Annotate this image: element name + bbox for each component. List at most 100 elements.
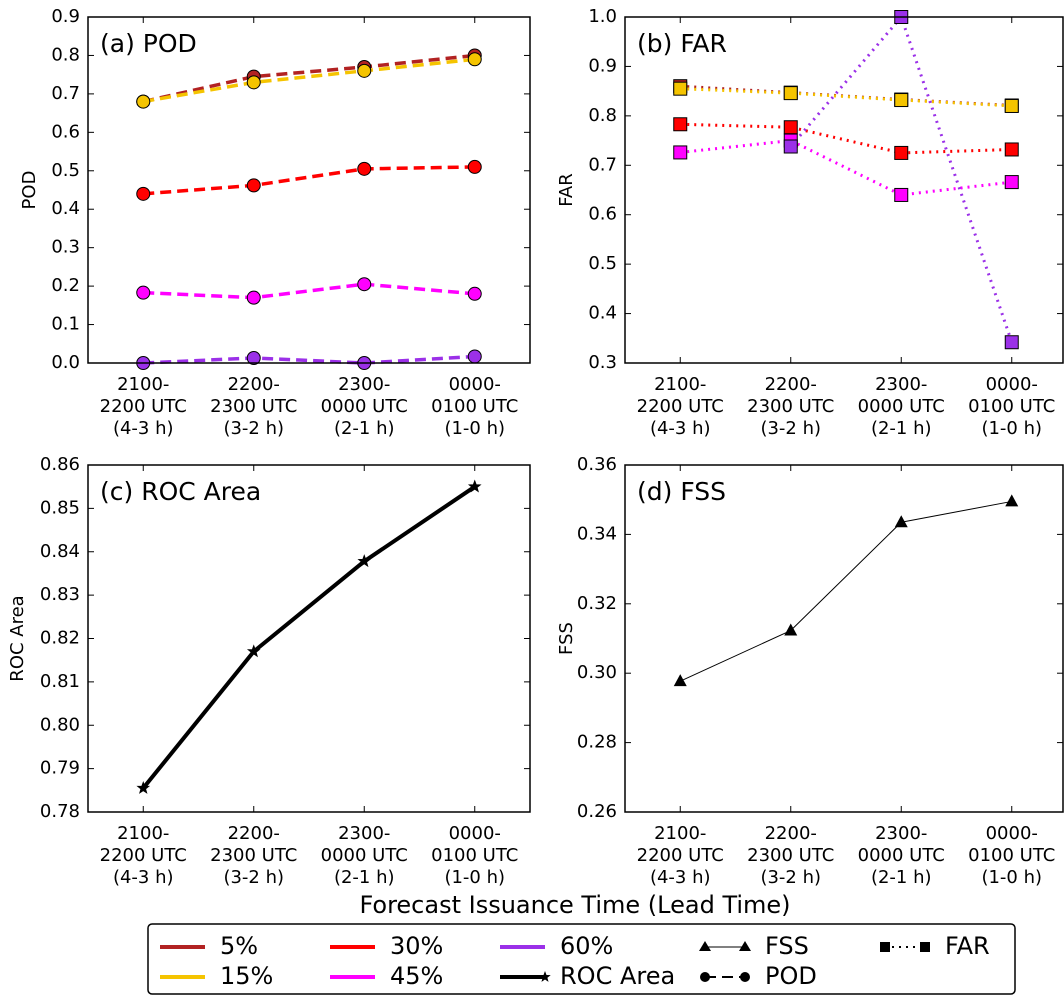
point xyxy=(467,52,482,67)
y-tick-label: 0.5 xyxy=(51,160,80,181)
x-tick-label: 2300-0000 UTC (2-1 h) xyxy=(858,823,945,888)
plot-frame xyxy=(87,16,531,364)
y-tick-label: 0.2 xyxy=(51,275,80,296)
y-tick-label: 0.8 xyxy=(588,105,617,126)
legend-swatch xyxy=(920,942,930,952)
legend-label: FSS xyxy=(765,932,809,960)
point xyxy=(894,515,908,528)
x-tick-label: 2100-2200 UTC (4-3 h) xyxy=(637,823,724,888)
series-line xyxy=(142,57,475,104)
point xyxy=(246,644,261,658)
y-tick-label: 0.8 xyxy=(51,44,80,65)
y-tick-label: 0.86 xyxy=(40,454,80,475)
y-tick-label: 0.85 xyxy=(40,497,80,518)
plot-frame xyxy=(624,16,1064,364)
y-tick-label: 0.3 xyxy=(588,352,617,373)
point xyxy=(467,349,482,364)
point xyxy=(1004,335,1019,350)
panel-title: (c) ROC Area xyxy=(100,477,261,506)
point xyxy=(246,178,261,193)
legend-swatch xyxy=(539,971,551,982)
y-tick-label: 0.9 xyxy=(588,55,617,76)
series-line xyxy=(680,87,1012,108)
point xyxy=(673,117,688,132)
x-tick-label: 2100-2200 UTC (4-3 h) xyxy=(100,374,187,439)
y-tick-label: 0.6 xyxy=(51,121,80,142)
y-tick-label: 0.81 xyxy=(40,671,80,692)
point xyxy=(136,94,151,109)
plot-frame xyxy=(87,464,531,813)
point xyxy=(246,290,261,305)
x-tick-label: 2200-2300 UTC (3-2 h) xyxy=(747,823,834,888)
point xyxy=(246,351,261,366)
point xyxy=(1004,98,1019,113)
legend-swatch xyxy=(740,972,750,982)
y-tick-label: 0.80 xyxy=(40,714,80,735)
point xyxy=(673,674,687,687)
panel-title: (d) FSS xyxy=(637,477,726,506)
panel-title: (a) POD xyxy=(100,29,197,58)
legend-label: 45% xyxy=(390,962,443,990)
y-tick-label: 0.7 xyxy=(51,83,80,104)
x-tick-label: 2200-2300 UTC (3-2 h) xyxy=(210,823,297,888)
y-tick-label: 0.36 xyxy=(577,454,617,475)
point xyxy=(673,145,688,160)
x-tick-label: 2100-2200 UTC (4-3 h) xyxy=(100,823,187,888)
y-tick-label: 0.83 xyxy=(40,584,80,605)
series-line xyxy=(143,165,475,196)
y-axis-label: ROC Area xyxy=(7,595,28,681)
y-axis-label: POD xyxy=(19,171,40,210)
point xyxy=(894,93,909,108)
point xyxy=(357,277,372,292)
point xyxy=(357,161,372,176)
series-line xyxy=(143,354,475,365)
plot-frame xyxy=(624,464,1064,813)
series-line xyxy=(680,84,1012,107)
point xyxy=(783,86,798,101)
y-tick-label: 0.9 xyxy=(51,6,80,27)
y-tick-label: 0.26 xyxy=(577,801,617,822)
y-tick-label: 0.28 xyxy=(577,732,617,753)
x-tick-label: 0000-0100 UTC (1-0 h) xyxy=(431,823,518,888)
point xyxy=(894,145,909,160)
point xyxy=(673,81,688,96)
series-line xyxy=(143,282,475,300)
point xyxy=(894,187,909,202)
point xyxy=(246,75,261,90)
x-axis-label: Forecast Issuance Time (Lead Time) xyxy=(359,891,790,919)
y-tick-label: 0.6 xyxy=(588,204,617,225)
legend-swatch xyxy=(739,941,751,951)
legend-label: 30% xyxy=(390,932,443,960)
point xyxy=(1004,175,1019,190)
x-tick-label: 2300-0000 UTC (2-1 h) xyxy=(858,374,945,439)
y-tick-label: 0.3 xyxy=(51,237,80,258)
x-tick-label: 0000-0100 UTC (1-0 h) xyxy=(968,823,1055,888)
legend-label: 5% xyxy=(220,932,258,960)
x-tick-label: 2300-0000 UTC (2-1 h) xyxy=(321,823,408,888)
legend-label: FAR xyxy=(945,932,990,960)
x-tick-label: 0000-0100 UTC (1-0 h) xyxy=(968,374,1055,439)
panel-title: (b) FAR xyxy=(637,29,727,58)
series-line xyxy=(680,139,1012,197)
y-tick-label: 1.0 xyxy=(588,6,617,27)
y-tick-label: 0.30 xyxy=(577,662,617,683)
point xyxy=(136,780,151,794)
legend-label: ROC Area xyxy=(560,962,675,990)
series-line xyxy=(680,500,1012,682)
x-tick-label: 2300-0000 UTC (2-1 h) xyxy=(321,374,408,439)
y-axis-label: FSS xyxy=(556,622,577,655)
y-tick-label: 0.84 xyxy=(40,541,80,562)
legend-label: 60% xyxy=(560,932,613,960)
point xyxy=(357,63,372,78)
y-tick-label: 0.7 xyxy=(588,154,617,175)
series-line xyxy=(142,53,475,104)
y-tick-label: 0.5 xyxy=(588,253,617,274)
y-tick-label: 0.1 xyxy=(51,314,80,335)
legend-swatch xyxy=(699,941,711,951)
x-tick-label: 2100-2200 UTC (4-3 h) xyxy=(637,374,724,439)
point xyxy=(783,139,798,154)
point xyxy=(467,479,482,493)
point xyxy=(1004,142,1019,157)
point xyxy=(783,120,798,135)
